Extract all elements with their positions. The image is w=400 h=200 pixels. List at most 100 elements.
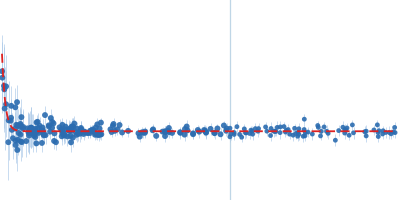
Point [64,135,71,138]
Point [80,130,87,133]
Point [112,129,118,132]
Point [286,133,293,136]
Point [31,129,38,132]
Point [285,128,291,131]
Point [224,127,230,130]
Point [196,130,202,133]
Point [66,129,73,132]
Point [375,135,382,138]
Point [32,135,38,139]
Point [108,130,115,134]
Point [87,131,93,135]
Point [77,132,83,135]
Point [314,124,321,127]
Point [221,124,227,127]
Point [92,126,99,129]
Point [336,129,342,132]
Point [184,129,191,132]
Point [71,122,78,125]
Point [142,131,148,134]
Point [349,123,356,127]
Point [255,127,262,130]
Point [12,143,19,147]
Point [32,127,38,130]
Point [59,129,66,132]
Point [62,125,69,128]
Point [5,141,12,144]
Point [392,131,398,134]
Point [281,125,287,128]
Point [8,104,14,107]
Point [33,121,40,124]
Point [267,134,274,137]
Point [58,135,65,138]
Point [0,76,6,79]
Point [46,124,52,127]
Point [12,127,18,130]
Point [28,126,34,129]
Point [110,124,116,127]
Point [318,130,324,133]
Point [332,139,338,142]
Point [98,121,104,124]
Point [296,133,302,136]
Point [78,128,84,132]
Point [119,131,125,134]
Point [96,127,103,130]
Point [153,134,160,138]
Point [31,134,37,137]
Point [35,126,42,130]
Point [195,128,201,132]
Point [107,128,114,131]
Point [26,134,32,137]
Point [272,130,279,133]
Point [282,130,289,134]
Point [87,129,94,132]
Point [272,130,278,133]
Point [227,127,233,130]
Point [116,123,123,127]
Point [84,131,91,134]
Point [302,134,308,137]
Point [177,131,183,134]
Point [305,131,311,134]
Point [274,126,280,129]
Point [68,129,75,132]
Point [249,129,256,133]
Point [78,128,84,131]
Point [6,119,12,122]
Point [80,132,87,136]
Point [10,137,16,140]
Point [212,131,218,135]
Point [30,132,36,135]
Point [16,131,22,135]
Point [46,125,52,128]
Point [68,125,75,128]
Point [182,127,188,131]
Point [14,124,21,127]
Point [184,125,190,128]
Point [317,134,324,138]
Point [18,116,25,119]
Point [9,128,15,131]
Point [8,116,14,119]
Point [292,127,298,130]
Point [36,124,43,127]
Point [73,133,80,136]
Point [59,123,66,126]
Point [309,132,316,136]
Point [12,139,19,142]
Point [67,134,74,138]
Point [53,141,59,144]
Point [38,129,44,132]
Point [277,131,283,134]
Point [277,125,284,129]
Point [40,133,47,136]
Point [150,128,156,131]
Point [17,122,24,126]
Point [169,131,175,135]
Point [379,132,386,136]
Point [166,126,172,130]
Point [90,129,96,132]
Point [68,141,74,144]
